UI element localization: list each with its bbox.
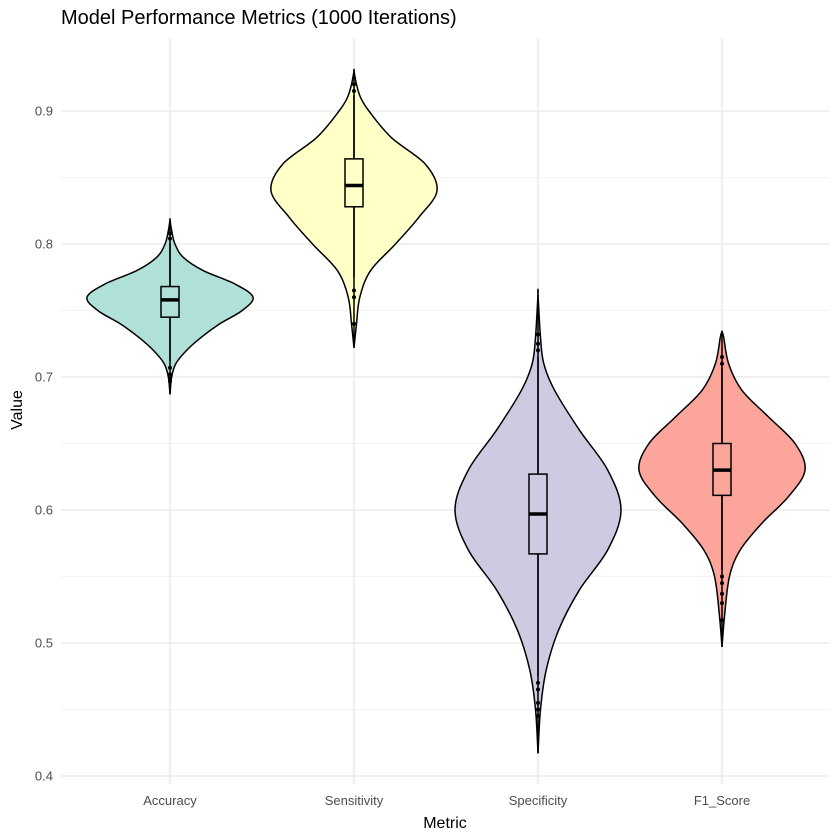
outlier-point [352,321,356,326]
x-tick-label: Sensitivity [325,793,384,808]
y-tick-label: 0.6 [35,503,53,518]
outlier-point [168,365,172,370]
y-tick-label: 0.9 [35,104,53,119]
outlier-point [720,581,724,586]
outlier-point [168,372,172,377]
outlier-point [352,288,356,293]
y-axis-ticks: 0.4 0.5 0.6 0.7 0.8 0.9 [35,104,53,784]
outlier-point [536,348,540,353]
x-axis-title: Metric [423,815,467,832]
outlier-point [352,82,356,87]
violin-layer [86,68,806,754]
outlier-point [352,295,356,300]
x-tick-label: Accuracy [143,793,197,808]
chart-title: Model Performance Metrics (1000 Iteratio… [61,7,457,29]
box [160,285,180,318]
violin-group-sensitivity [270,68,438,348]
outlier-point [168,378,172,383]
violin-group-specificity [454,288,622,754]
violin-group-accuracy [86,217,254,395]
outlier-point [720,574,724,579]
outlier-point [536,341,540,346]
outlier-point [536,700,540,705]
outlier-point [720,355,724,360]
box [344,158,364,208]
violin-group-f1-score [638,330,806,648]
y-tick-label: 0.8 [35,237,53,252]
outlier-point [536,714,540,719]
x-tick-label: Specificity [509,793,568,808]
x-axis-ticks: Accuracy Sensitivity Specificity F1_Score [143,793,750,808]
outlier-point [168,231,172,236]
outlier-point [536,707,540,712]
outlier-point [720,618,724,623]
y-axis-title: Value [9,390,26,430]
outlier-point [352,89,356,94]
y-tick-label: 0.4 [35,769,53,784]
outlier-point [536,687,540,692]
outlier-point [720,361,724,366]
y-tick-label: 0.7 [35,370,53,385]
x-tick-label: F1_Score [694,793,750,808]
outlier-point [536,680,540,685]
outlier-point [168,236,172,241]
y-tick-label: 0.5 [35,636,53,651]
outlier-point [720,601,724,606]
outlier-point [720,591,724,596]
outlier-point [536,332,540,337]
